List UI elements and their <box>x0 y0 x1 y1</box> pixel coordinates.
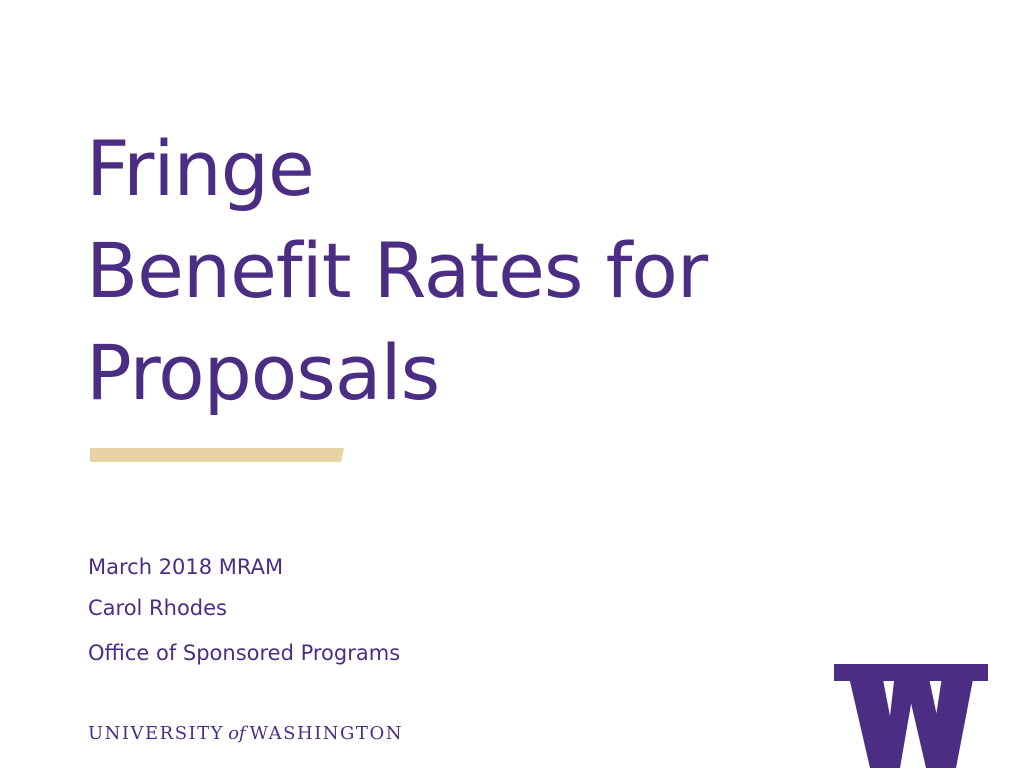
slide-title-line-2: Benefit Rates for <box>86 226 708 315</box>
wordmark-of: of <box>228 723 246 744</box>
uw-w-logo-icon <box>834 664 988 768</box>
gold-divider <box>90 448 344 462</box>
presentation-date-event: March 2018 MRAM <box>88 555 284 579</box>
slide-title-line-1: Fringe <box>86 124 315 213</box>
wordmark-university: UNIVERSITY <box>88 723 225 744</box>
slide-title: Fringe Benefit Rates for Proposals <box>86 118 708 424</box>
wordmark-washington: WASHINGTON <box>249 723 403 744</box>
office-name: Office of Sponsored Programs <box>88 641 401 665</box>
university-wordmark: UNIVERSITY of WASHINGTON <box>88 722 403 746</box>
slide-title-line-3: Proposals <box>86 328 440 417</box>
presenter-name: Carol Rhodes <box>88 596 228 620</box>
